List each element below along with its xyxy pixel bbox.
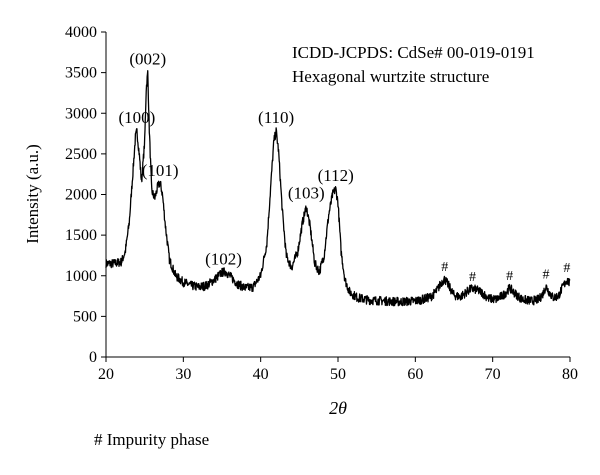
y-tick-label: 2000: [65, 187, 97, 204]
impurity-mark: #: [506, 269, 513, 284]
peak-labels: (100) (002) (101) (102) (110) (103)(112): [119, 50, 354, 269]
y-tick-label: 0: [89, 349, 97, 366]
impurity-mark: #: [441, 260, 448, 275]
y-tick-label: 1000: [65, 268, 97, 285]
peak-label: (110): [258, 108, 294, 127]
x-axis-ticks: 20 30 40 50 60 70 80: [98, 357, 578, 383]
y-tick-label: 500: [73, 308, 97, 325]
xrd-chart: 0 500 1000 1500 2000 2500 3000 3500 4000 20 30 40 5…: [23, 24, 578, 418]
impurity-footnote: # Impurity phase: [94, 430, 210, 449]
peak-label: (103): [288, 184, 325, 203]
impurity-marks: # # # # #: [441, 260, 570, 285]
y-tick-label: 1500: [65, 227, 97, 244]
x-tick-label: 50: [330, 366, 346, 383]
annotation-line-1: ICDD-JCPDS: CdSe# 00-019-0191: [292, 43, 535, 62]
impurity-mark: #: [563, 261, 570, 276]
x-tick-label: 40: [253, 366, 269, 383]
x-tick-label: 20: [98, 366, 114, 383]
y-tick-label: 3500: [65, 65, 97, 82]
xrd-pattern-line: [105, 70, 571, 307]
y-axis-label: Intensity (a.u.): [23, 144, 42, 244]
x-tick-label: 60: [407, 366, 423, 383]
y-tick-label: 4000: [65, 24, 97, 41]
annotation-line-2: Hexagonal wurtzite structure: [292, 67, 489, 86]
x-tick-label: 70: [485, 366, 501, 383]
x-tick-label: 30: [175, 366, 191, 383]
impurity-mark: #: [543, 267, 550, 282]
y-axis-ticks: 0 500 1000 1500 2000 2500 3000 3500 4000: [65, 24, 106, 366]
peak-label: (102): [205, 250, 242, 269]
y-tick-label: 3000: [65, 105, 97, 122]
x-axis-label: 2θ: [329, 398, 347, 418]
impurity-mark: #: [469, 270, 476, 285]
peak-label: (002): [129, 50, 166, 69]
x-tick-label: 80: [562, 366, 578, 383]
peak-label: (100): [119, 108, 156, 127]
y-tick-label: 2500: [65, 146, 97, 163]
peak-label: (112): [318, 166, 354, 185]
peak-label: (101): [142, 161, 179, 180]
